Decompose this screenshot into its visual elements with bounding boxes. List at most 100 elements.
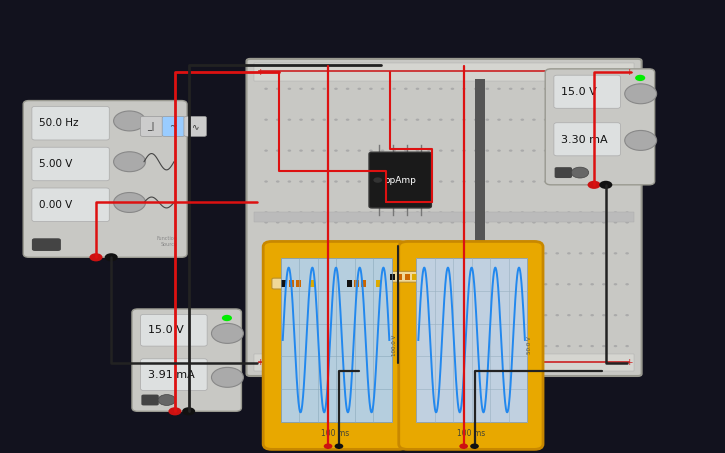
Circle shape xyxy=(404,149,407,152)
Circle shape xyxy=(602,314,605,316)
Circle shape xyxy=(346,149,349,152)
Circle shape xyxy=(346,345,349,347)
Circle shape xyxy=(288,314,291,316)
Circle shape xyxy=(463,180,466,183)
Circle shape xyxy=(334,443,344,449)
Circle shape xyxy=(567,180,571,183)
Circle shape xyxy=(427,314,431,316)
Circle shape xyxy=(555,345,559,347)
Circle shape xyxy=(427,180,431,183)
Circle shape xyxy=(392,252,396,255)
Circle shape xyxy=(567,149,571,152)
Text: opAmp: opAmp xyxy=(384,176,416,184)
Circle shape xyxy=(415,222,419,223)
Circle shape xyxy=(381,252,384,255)
Circle shape xyxy=(579,211,582,213)
Circle shape xyxy=(311,88,315,90)
Circle shape xyxy=(555,283,559,285)
Circle shape xyxy=(439,345,442,347)
Circle shape xyxy=(276,211,280,213)
Circle shape xyxy=(486,119,489,121)
Circle shape xyxy=(474,345,478,347)
Circle shape xyxy=(381,222,384,223)
Circle shape xyxy=(463,88,466,90)
Circle shape xyxy=(521,345,524,347)
Circle shape xyxy=(613,119,617,121)
Circle shape xyxy=(392,222,396,223)
Circle shape xyxy=(346,252,349,255)
Circle shape xyxy=(288,222,291,223)
FancyBboxPatch shape xyxy=(23,101,187,257)
Circle shape xyxy=(404,314,407,316)
Circle shape xyxy=(625,252,629,255)
Circle shape xyxy=(381,211,384,213)
Circle shape xyxy=(625,314,629,316)
FancyBboxPatch shape xyxy=(184,116,207,136)
Circle shape xyxy=(521,283,524,285)
Circle shape xyxy=(288,119,291,121)
Circle shape xyxy=(544,345,547,347)
Circle shape xyxy=(323,252,326,255)
Circle shape xyxy=(497,149,501,152)
Circle shape xyxy=(486,222,489,223)
Circle shape xyxy=(299,283,303,285)
Circle shape xyxy=(625,345,629,347)
Circle shape xyxy=(323,88,326,90)
Circle shape xyxy=(404,211,407,213)
Circle shape xyxy=(323,180,326,183)
Circle shape xyxy=(288,211,291,213)
Circle shape xyxy=(415,180,419,183)
Circle shape xyxy=(264,180,268,183)
Circle shape xyxy=(369,314,373,316)
Circle shape xyxy=(369,180,373,183)
Circle shape xyxy=(299,180,303,183)
Circle shape xyxy=(544,252,547,255)
Circle shape xyxy=(288,283,291,285)
Circle shape xyxy=(602,252,605,255)
Circle shape xyxy=(567,283,571,285)
Text: +: + xyxy=(256,67,263,77)
Text: 50.0 Hz: 50.0 Hz xyxy=(39,118,78,128)
FancyBboxPatch shape xyxy=(554,75,621,108)
Circle shape xyxy=(625,130,657,150)
Text: 100 ms: 100 ms xyxy=(321,429,349,439)
Bar xyxy=(390,274,395,280)
Text: ∿: ∿ xyxy=(191,122,199,131)
Circle shape xyxy=(357,149,361,152)
Circle shape xyxy=(264,314,268,316)
Circle shape xyxy=(334,345,338,347)
Circle shape xyxy=(625,84,657,104)
Circle shape xyxy=(311,149,315,152)
Circle shape xyxy=(625,180,629,183)
Circle shape xyxy=(334,88,338,90)
Text: 100.0 V: 100.0 V xyxy=(392,335,397,356)
Circle shape xyxy=(311,180,315,183)
Circle shape xyxy=(567,252,571,255)
Circle shape xyxy=(439,314,442,316)
Circle shape xyxy=(392,119,396,121)
Circle shape xyxy=(276,222,280,223)
Circle shape xyxy=(532,119,536,121)
Circle shape xyxy=(311,252,315,255)
Circle shape xyxy=(544,222,547,223)
Circle shape xyxy=(404,180,407,183)
Circle shape xyxy=(299,119,303,121)
Circle shape xyxy=(357,180,361,183)
Circle shape xyxy=(590,149,594,152)
Circle shape xyxy=(381,283,384,285)
Bar xyxy=(354,280,359,287)
FancyBboxPatch shape xyxy=(32,238,61,251)
Circle shape xyxy=(532,211,536,213)
Circle shape xyxy=(288,149,291,152)
Circle shape xyxy=(509,252,513,255)
FancyBboxPatch shape xyxy=(399,241,543,449)
Circle shape xyxy=(474,149,478,152)
Circle shape xyxy=(311,314,315,316)
Circle shape xyxy=(357,119,361,121)
Circle shape xyxy=(463,149,466,152)
Circle shape xyxy=(357,345,361,347)
Circle shape xyxy=(264,345,268,347)
Circle shape xyxy=(404,222,407,223)
FancyBboxPatch shape xyxy=(337,278,389,289)
Circle shape xyxy=(613,180,617,183)
